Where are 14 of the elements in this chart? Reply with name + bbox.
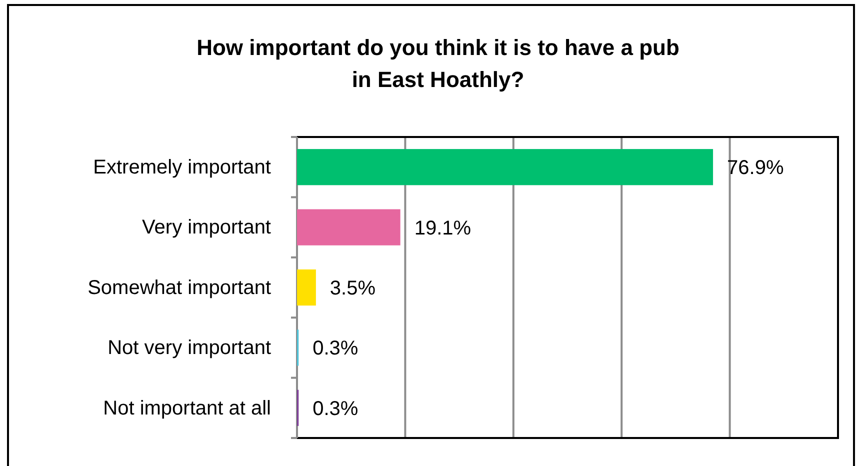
bar — [297, 269, 316, 306]
y-tick-label: Extremely important — [93, 156, 272, 178]
data-label: 19.1% — [414, 217, 472, 240]
data-label: 0.3% — [312, 398, 358, 420]
bar — [297, 149, 714, 186]
y-tick-label: Very important — [142, 216, 272, 239]
bar — [297, 209, 400, 246]
y-tick-label: Not important at all — [103, 397, 271, 420]
y-tick-label: Not very important — [108, 337, 272, 360]
data-label: 3.5% — [330, 278, 376, 300]
y-tick-label: Somewhat important — [88, 276, 272, 299]
chart-title: How important do you think it is to have a pub in East Hoathly? — [196, 35, 680, 92]
data-label: 76.9% — [727, 157, 784, 180]
data-label: 0.3% — [312, 338, 358, 360]
